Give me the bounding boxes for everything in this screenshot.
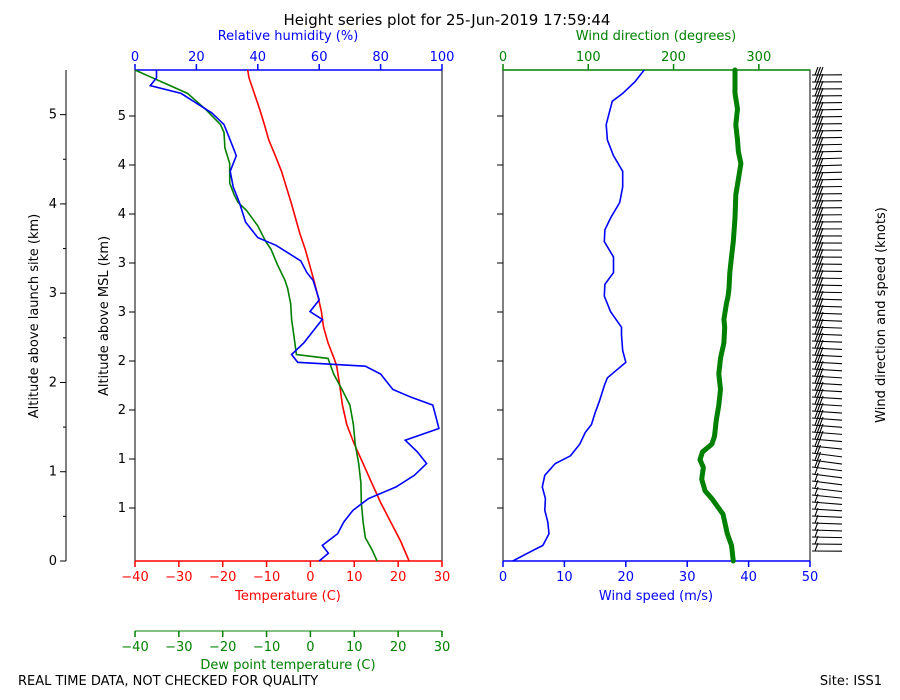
humidity-tick-label: 20 <box>188 50 205 65</box>
dewpoint-line <box>134 69 378 562</box>
msl-tick-label: 3 <box>118 256 126 271</box>
humidity-tick-label: 100 <box>430 50 455 65</box>
wind-speed-tick-label: 20 <box>618 570 635 585</box>
temperature-tick-label: 10 <box>346 570 363 585</box>
msl-tick-label: 4 <box>118 207 126 222</box>
temperature-axis: −40 −30 −20 −10 0 10 20 30 <box>121 560 451 585</box>
wind-speed-tick-label: 10 <box>556 570 573 585</box>
dewpoint-tick-label: 10 <box>346 640 363 655</box>
wind-barb <box>811 164 843 174</box>
wind-barbs <box>811 66 843 552</box>
wind-direction-tick-label: 300 <box>746 50 771 65</box>
temperature-tick-label: 20 <box>390 570 407 585</box>
agl-tick-label: 4 <box>49 197 57 212</box>
temperature-tick-label: −30 <box>165 570 192 585</box>
wind-speed-line <box>512 69 645 562</box>
humidity-axis: 0 20 40 60 80 100 <box>131 50 455 71</box>
agl-tick-label: 2 <box>49 375 57 390</box>
agl-tick-label: 1 <box>49 465 57 480</box>
temperature-tick-label: −40 <box>121 570 148 585</box>
wind-direction-axis: 0 100 200 300 <box>499 50 810 71</box>
msl-tick-label: 1 <box>118 452 126 467</box>
msl-tick-label: 4 <box>118 158 126 173</box>
dewpoint-tick-label: 0 <box>306 640 314 655</box>
temperature-axis-label: Temperature (C) <box>234 589 341 604</box>
agl-tick-label: 0 <box>49 554 57 569</box>
agl-tick-label: 3 <box>49 286 57 301</box>
quality-disclaimer: REAL TIME DATA, NOT CHECKED FOR QUALITY <box>18 674 319 689</box>
msl-axis-label: Altitude above MSL (km) <box>97 236 112 396</box>
wind-plot-frame <box>502 69 811 562</box>
agl-tick-label: 5 <box>49 108 57 123</box>
wind-speed-tick-label: 30 <box>679 570 696 585</box>
msl-tick-label: 2 <box>118 403 126 418</box>
wind-altitude-ticks <box>497 115 503 509</box>
temperature-tick-label: 0 <box>306 570 314 585</box>
dewpoint-axis: −40 −30 −20 −10 0 10 20 30 <box>121 631 450 655</box>
temperature-tick-label: 30 <box>434 570 451 585</box>
agl-axis-label: Altitude above launch site (km) <box>27 214 42 418</box>
wind-direction-line <box>697 67 744 564</box>
dewpoint-tick-label: −10 <box>253 640 280 655</box>
temperature-tick-label: −20 <box>209 570 236 585</box>
humidity-tick-label: 80 <box>372 50 389 65</box>
wind-barb <box>811 66 843 76</box>
wind-speed-axis: 0 10 20 30 40 50 <box>499 560 819 585</box>
temperature-tick-label: −10 <box>253 570 280 585</box>
humidity-tick-label: 60 <box>311 50 328 65</box>
wind-direction-axis-label: Wind direction (degrees) <box>576 29 736 44</box>
wind-direction-tick-label: 0 <box>499 50 507 65</box>
dewpoint-axis-label: Dew point temperature (C) <box>200 658 375 673</box>
wind-barb <box>811 388 843 400</box>
dewpoint-tick-label: −30 <box>165 640 192 655</box>
msl-tick-label: 2 <box>118 354 126 369</box>
humidity-tick-label: 0 <box>131 50 139 65</box>
wind-speed-tick-label: 40 <box>740 570 757 585</box>
wind-barb-label: Wind direction and speed (knots) <box>874 207 889 423</box>
wind-speed-tick-label: 50 <box>802 570 819 585</box>
wind-speed-axis-label: Wind speed (m/s) <box>599 589 713 604</box>
wind-panel: 0 100 200 300 Wind direction (degrees) 0 10 2… <box>497 29 889 604</box>
figure-title: Height series plot for 25-Jun-2019 17:59… <box>284 11 611 29</box>
msl-tick-label: 1 <box>118 501 126 516</box>
site-label: Site: ISS1 <box>819 674 882 689</box>
temperature-line <box>246 69 410 562</box>
msl-ticks: 1 1 2 2 3 3 4 4 5 <box>118 109 135 516</box>
dewpoint-tick-label: −20 <box>209 640 236 655</box>
wind-direction-tick-label: 200 <box>661 50 686 65</box>
humidity-tick-label: 40 <box>250 50 267 65</box>
thermo-panel: 0 1 2 3 4 5 1 1 2 2 3 3 4 4 5 Altitude above launch s… <box>27 29 454 673</box>
humidity-axis-label: Relative humidity (%) <box>218 29 359 44</box>
msl-tick-label: 5 <box>118 109 126 124</box>
wind-speed-tick-label: 0 <box>499 570 507 585</box>
agl-ticks: 0 1 2 3 4 5 <box>49 108 66 569</box>
dewpoint-tick-label: −40 <box>121 640 148 655</box>
wind-direction-tick-label: 100 <box>576 50 601 65</box>
humidity-line <box>148 70 440 562</box>
msl-tick-label: 3 <box>118 305 126 320</box>
dewpoint-tick-label: 20 <box>390 640 407 655</box>
dewpoint-tick-label: 30 <box>434 640 451 655</box>
